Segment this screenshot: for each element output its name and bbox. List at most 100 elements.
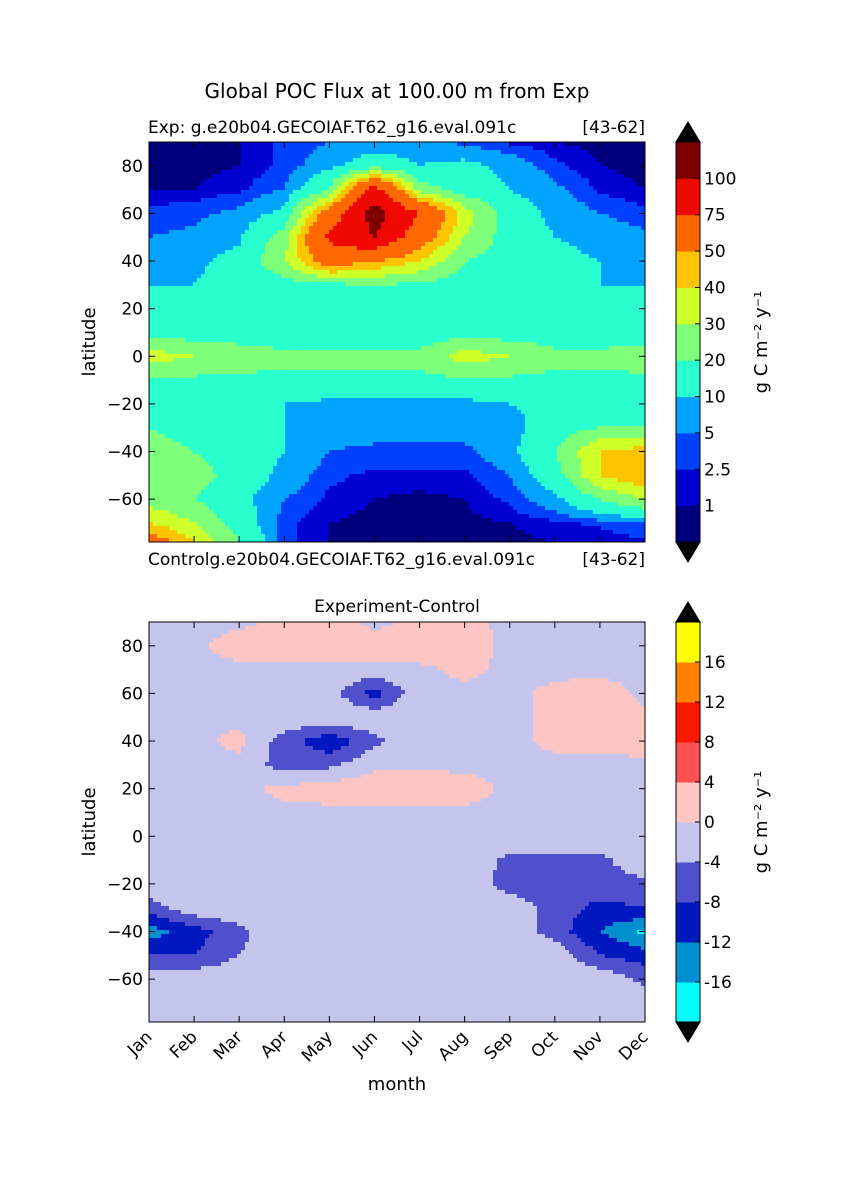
contour-cell	[345, 298, 350, 303]
contour-cell	[341, 210, 346, 215]
contour-cell	[473, 162, 478, 167]
contour-cell	[593, 262, 598, 267]
contour-cell	[517, 298, 522, 303]
contour-cell	[293, 286, 298, 291]
contour-cell	[281, 178, 286, 183]
contour-cell	[489, 210, 494, 215]
contour-cell	[389, 158, 394, 163]
contour-cell	[513, 154, 518, 159]
contour-cell	[357, 254, 362, 259]
contour-cell	[157, 198, 162, 203]
contour-cell	[621, 158, 626, 163]
contour-cell	[377, 158, 382, 163]
contour-cell	[325, 206, 330, 211]
contour-cell	[433, 194, 438, 199]
contour-cell	[297, 298, 302, 303]
contour-cell	[493, 294, 498, 299]
contour-cell	[177, 194, 182, 199]
contour-cell	[533, 278, 538, 283]
contour-cell	[601, 166, 606, 171]
contour-cell	[561, 214, 566, 219]
contour-cell	[613, 282, 618, 287]
contour-cell	[465, 206, 470, 211]
contour-cell	[285, 270, 290, 275]
contour-cell	[181, 294, 186, 299]
contour-cell	[229, 154, 234, 159]
contour-cell	[593, 254, 598, 259]
contour-cell	[365, 254, 370, 259]
contour-cell	[613, 242, 618, 247]
contour-cell	[233, 166, 238, 171]
contour-cell	[549, 170, 554, 175]
contour-cell	[293, 266, 298, 271]
contour-cell	[209, 274, 214, 279]
contour-cell	[321, 214, 326, 219]
contour-cell	[437, 202, 442, 207]
contour-cell	[637, 222, 642, 227]
contour-cell	[329, 158, 334, 163]
contour-cell	[193, 274, 198, 279]
contour-cell	[485, 142, 490, 147]
contour-cell	[417, 214, 422, 219]
contour-cell	[409, 170, 414, 175]
contour-cell	[297, 222, 302, 227]
contour-cell	[573, 210, 578, 215]
contour-cell	[309, 186, 314, 191]
contour-cell	[265, 234, 270, 239]
contour-cell	[437, 206, 442, 211]
contour-cell	[485, 222, 490, 227]
contour-cell	[521, 218, 526, 223]
contour-cell	[333, 294, 338, 299]
contour-cell	[381, 282, 386, 287]
contour-cell	[629, 262, 634, 267]
contour-cell	[293, 282, 298, 287]
contour-cell	[517, 222, 522, 227]
contour-cell	[349, 294, 354, 299]
contour-cell	[609, 294, 614, 299]
contour-cell	[529, 194, 534, 199]
contour-cell	[525, 174, 530, 179]
contour-cell	[613, 246, 618, 251]
contour-cell	[197, 206, 202, 211]
contour-cell	[217, 214, 222, 219]
contour-cell	[185, 282, 190, 287]
contour-cell	[553, 274, 558, 279]
contour-cell	[409, 274, 414, 279]
contour-cell	[497, 210, 502, 215]
contour-cell	[309, 182, 314, 187]
contour-cell	[373, 202, 378, 207]
contour-cell	[189, 266, 194, 271]
contour-cell	[233, 278, 238, 283]
contour-cell	[405, 174, 410, 179]
contour-cell	[381, 162, 386, 167]
contour-cell	[317, 262, 322, 267]
contour-cell	[265, 222, 270, 227]
contour-cell	[345, 238, 350, 243]
contour-cell	[349, 210, 354, 215]
contour-cell	[325, 214, 330, 219]
contour-cell	[529, 222, 534, 227]
contour-cell	[293, 182, 298, 187]
contour-cell	[457, 170, 462, 175]
contour-cell	[609, 282, 614, 287]
contour-cell	[589, 226, 594, 231]
contour-cell	[545, 254, 550, 259]
contour-cell	[261, 154, 266, 159]
contour-cell	[221, 206, 226, 211]
contour-cell	[413, 266, 418, 271]
contour-cell	[261, 206, 266, 211]
contour-cell	[149, 270, 154, 275]
contour-cell	[353, 282, 358, 287]
contour-cell	[157, 150, 162, 155]
contour-cell	[389, 170, 394, 175]
contour-cell	[505, 282, 510, 287]
contour-cell	[241, 206, 246, 211]
contour-cell	[213, 278, 218, 283]
contour-cell	[241, 294, 246, 299]
contour-cell	[281, 262, 286, 267]
contour-cell	[269, 158, 274, 163]
contour-cell	[173, 262, 178, 267]
contour-cell	[265, 230, 270, 235]
contour-cell	[445, 178, 450, 183]
contour-cell	[165, 174, 170, 179]
